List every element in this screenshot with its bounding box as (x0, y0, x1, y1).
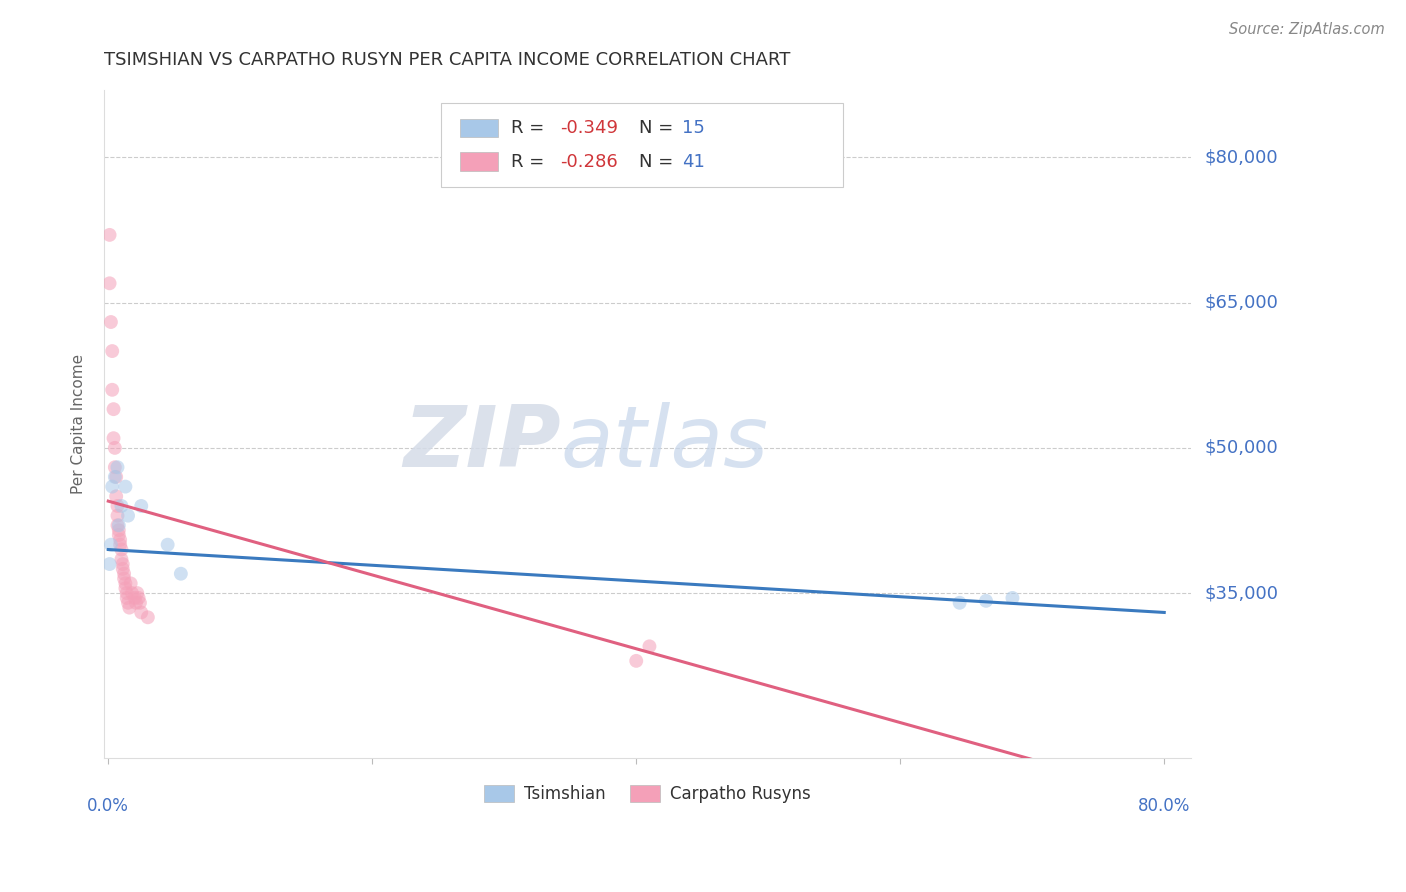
Point (98, 227, 121, 242)
Point (117, 508, 139, 523)
Text: 0.0%: 0.0% (87, 797, 129, 814)
Point (107, 499, 129, 513)
Point (128, 591, 150, 605)
Text: $50,000: $50,000 (1205, 439, 1278, 457)
Point (105, 470, 128, 484)
Text: ZIP: ZIP (404, 402, 561, 485)
Point (101, 383, 124, 397)
Point (115, 591, 138, 605)
Point (110, 499, 132, 513)
Point (111, 562, 134, 576)
Point (101, 480, 124, 494)
Text: N =: N = (638, 119, 679, 136)
Point (114, 576, 136, 591)
Text: -0.286: -0.286 (561, 153, 619, 170)
Point (108, 533, 131, 547)
Point (115, 586, 138, 600)
Point (108, 518, 131, 533)
Point (98, 277, 121, 291)
Point (101, 344, 124, 359)
Text: $80,000: $80,000 (1205, 148, 1278, 167)
Point (129, 499, 152, 513)
Text: atlas: atlas (561, 402, 769, 485)
Point (136, 610, 159, 624)
Point (110, 542, 132, 557)
Text: N =: N = (638, 153, 679, 170)
Point (104, 441, 127, 455)
Point (127, 586, 149, 600)
Bar (460, 119, 498, 137)
Point (129, 596, 152, 610)
Point (107, 508, 129, 523)
Point (108, 528, 131, 542)
Point (107, 518, 129, 533)
Point (170, 566, 193, 581)
Text: $65,000: $65,000 (1205, 293, 1278, 311)
Point (124, 591, 146, 605)
Point (112, 566, 135, 581)
Text: R =: R = (510, 153, 550, 170)
Point (110, 552, 132, 566)
Bar (460, 153, 498, 171)
Point (108, 523, 131, 537)
Point (111, 557, 134, 571)
Text: R =: R = (510, 119, 550, 136)
Y-axis label: Per Capita Income: Per Capita Income (72, 353, 86, 494)
Point (103, 431, 125, 445)
Point (118, 600, 141, 615)
Point (626, 654, 648, 668)
Point (100, 538, 122, 552)
Point (974, 594, 997, 608)
Point (156, 538, 179, 552)
Text: 41: 41 (682, 153, 704, 170)
Point (98, 557, 121, 571)
Point (105, 489, 128, 503)
Point (120, 576, 142, 591)
Point (117, 596, 139, 610)
Point (114, 480, 136, 494)
Point (112, 572, 135, 586)
Text: 80.0%: 80.0% (1137, 797, 1191, 814)
Point (103, 402, 125, 417)
Point (129, 606, 152, 620)
Text: 15: 15 (682, 119, 704, 136)
Text: TSIMSHIAN VS CARPATHO RUSYN PER CAPITA INCOME CORRELATION CHART: TSIMSHIAN VS CARPATHO RUSYN PER CAPITA I… (104, 51, 790, 69)
Text: $35,000: $35,000 (1205, 584, 1278, 602)
Point (108, 538, 131, 552)
Point (125, 596, 148, 610)
Text: -0.349: -0.349 (561, 119, 619, 136)
Point (100, 315, 122, 329)
Point (114, 581, 136, 595)
Point (104, 460, 127, 475)
Point (638, 640, 661, 654)
FancyBboxPatch shape (441, 103, 844, 186)
Point (107, 460, 129, 475)
Point (121, 586, 143, 600)
Point (949, 596, 972, 610)
Legend: Tsimshian, Carpatho Rusyns: Tsimshian, Carpatho Rusyns (477, 778, 818, 809)
Point (1001, 591, 1024, 605)
Text: Source: ZipAtlas.com: Source: ZipAtlas.com (1229, 22, 1385, 37)
Point (104, 470, 127, 484)
